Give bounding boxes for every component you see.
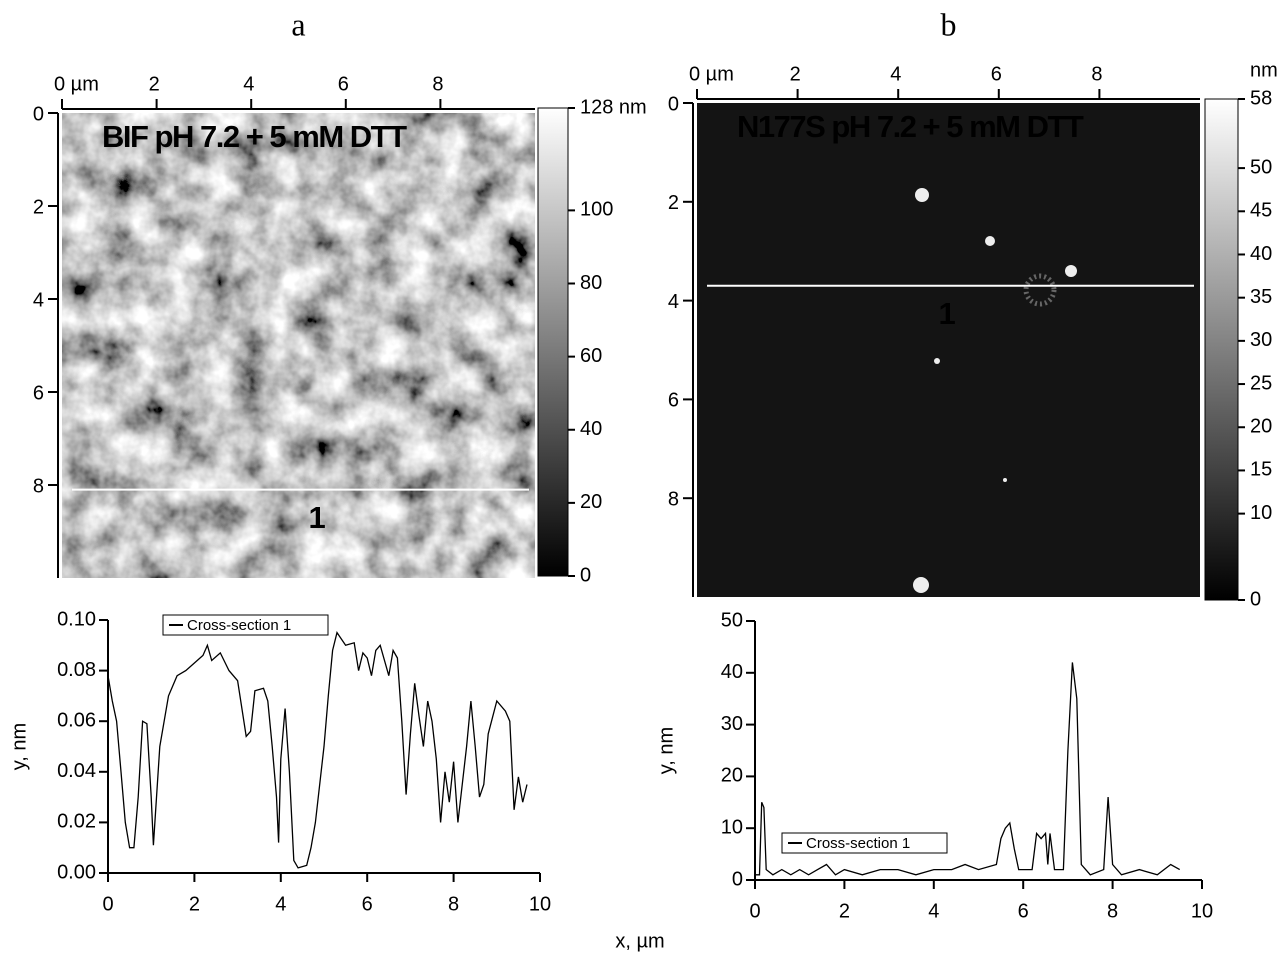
x-tick-label: 4 [243, 73, 254, 95]
colorbar-tick-label: 25 [1250, 372, 1272, 394]
series-line [755, 662, 1181, 876]
y-axis-label: y, nm [655, 727, 677, 774]
x-tick-label: 8 [1091, 63, 1102, 85]
colorbar-tick-label: 15 [1250, 459, 1272, 481]
x-tick-label: 8 [1107, 900, 1118, 922]
x-tick-label: 8 [432, 73, 443, 95]
x-tick-label: 10 [529, 893, 551, 915]
panel-label: b [941, 6, 957, 42]
colorbar-tick-label: 58 [1250, 87, 1272, 109]
x-tick-label: 10 [1191, 900, 1213, 922]
cross-section-label: 1 [939, 296, 956, 331]
legend-box [781, 832, 948, 854]
afm-image-b [697, 103, 1200, 597]
x-tick-label: 4 [890, 63, 901, 85]
y-tick-label: 0 [33, 103, 44, 125]
colorbar-tick-label: 45 [1250, 200, 1272, 222]
x-tick-label: 0 [102, 893, 113, 915]
colorbar-tick-label: 50 [1250, 156, 1272, 178]
colorbar-tick-label: 0 [1250, 588, 1261, 610]
legend-label: Cross-section 1 [187, 617, 291, 634]
afm-image-a [62, 113, 535, 578]
x-tick-label: 0 µm [54, 73, 99, 95]
x-tick-label: 2 [839, 900, 850, 922]
x-tick-label: 6 [362, 893, 373, 915]
colorbar-tick-label: 40 [1250, 243, 1272, 265]
colorbar [537, 107, 569, 577]
colorbar-tick-label: 80 [580, 272, 602, 294]
y-tick-label: 0.00 [57, 861, 96, 883]
y-tick-label: 0 [668, 93, 679, 115]
x-tick-label: 8 [448, 893, 459, 915]
legend-label: Cross-section 1 [806, 835, 910, 852]
y-tick-label: 20 [721, 765, 743, 787]
colorbar-tick-label: 60 [580, 345, 602, 367]
y-tick-label: 6 [33, 382, 44, 404]
x-tick-label: 6 [338, 73, 349, 95]
y-tick-label: 4 [668, 291, 679, 313]
image-title: BIF pH 7.2 + 5 mM DTT [102, 119, 407, 154]
colorbar-tick-label: 20 [580, 491, 602, 513]
y-tick-label: 30 [721, 713, 743, 735]
colorbar-tick-label: 0 [580, 564, 591, 586]
colorbar-tick-label: 100 [580, 199, 613, 221]
colorbar [1204, 98, 1239, 601]
colorbar-tick-label: 10 [1250, 502, 1272, 524]
y-tick-label: 0 [732, 868, 743, 890]
y-tick-label: 2 [33, 196, 44, 218]
x-tick-label: 0 µm [689, 63, 734, 85]
particles [913, 188, 1077, 593]
x-axis-label: x, µm [615, 930, 664, 952]
series-line [107, 631, 528, 869]
colorbar-tick-label: 20 [1250, 416, 1272, 438]
x-tick-label: 2 [790, 63, 801, 85]
colorbar-tick-label: 35 [1250, 286, 1272, 308]
y-tick-label: 0.04 [57, 760, 96, 782]
colorbar-tick-label: 128 nm [580, 96, 647, 118]
legend-box [162, 614, 329, 636]
y-tick-label: 8 [33, 475, 44, 497]
y-tick-label: 40 [721, 661, 743, 683]
y-tick-label: 0.02 [57, 811, 96, 833]
x-tick-label: 4 [275, 893, 286, 915]
colorbar-tick-label: 30 [1250, 329, 1272, 351]
x-tick-label: 2 [189, 893, 200, 915]
colorbar-tick-label: 40 [580, 418, 602, 440]
y-tick-label: 50 [721, 609, 743, 631]
y-tick-label: 10 [721, 816, 743, 838]
y-tick-label: 0.06 [57, 709, 96, 731]
x-tick-label: 4 [928, 900, 939, 922]
x-tick-label: 0 [749, 900, 760, 922]
colorbar-label: nm [1250, 59, 1278, 81]
x-tick-label: 2 [149, 73, 160, 95]
cross-section-label: 1 [309, 500, 326, 535]
image-title: N177S pH 7.2 + 5 mM DTT [737, 109, 1084, 144]
y-tick-label: 4 [33, 289, 44, 311]
y-tick-label: 0.08 [57, 659, 96, 681]
y-tick-label: 6 [668, 390, 679, 412]
panel-label: a [291, 6, 305, 42]
x-tick-label: 6 [991, 63, 1002, 85]
x-tick-label: 6 [1018, 900, 1029, 922]
y-axis-label: y, nm [8, 723, 30, 770]
y-tick-label: 8 [668, 488, 679, 510]
y-tick-label: 0.10 [57, 608, 96, 630]
y-tick-label: 2 [668, 192, 679, 214]
